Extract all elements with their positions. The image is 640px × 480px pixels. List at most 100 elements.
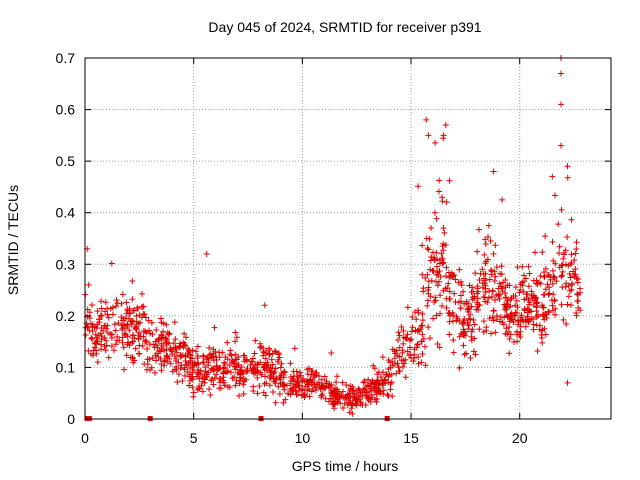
data-point bbox=[108, 334, 115, 341]
data-point bbox=[476, 326, 483, 333]
data-point bbox=[287, 374, 294, 381]
data-point bbox=[426, 335, 433, 342]
chart-title: Day 045 of 2024, SRMTID for receiver p39… bbox=[208, 19, 481, 35]
data-point bbox=[293, 382, 300, 389]
data-point bbox=[482, 270, 489, 277]
data-point bbox=[422, 362, 429, 369]
data-point bbox=[272, 348, 279, 355]
data-point bbox=[308, 368, 315, 375]
data-point bbox=[236, 380, 243, 387]
data-point bbox=[275, 383, 282, 390]
data-point bbox=[451, 290, 458, 297]
data-point bbox=[240, 381, 247, 388]
data-point bbox=[141, 311, 148, 318]
data-point bbox=[182, 342, 189, 349]
data-point bbox=[296, 369, 303, 376]
data-point bbox=[452, 299, 459, 306]
data-point bbox=[380, 390, 387, 397]
data-point bbox=[401, 360, 408, 367]
data-point bbox=[573, 246, 580, 253]
data-point bbox=[98, 305, 105, 312]
data-point bbox=[89, 336, 96, 343]
data-point bbox=[488, 330, 495, 337]
data-point bbox=[272, 365, 279, 372]
data-point bbox=[189, 347, 196, 354]
data-point bbox=[160, 328, 167, 335]
data-point bbox=[500, 321, 507, 328]
data-point bbox=[533, 303, 540, 310]
data-point bbox=[436, 257, 443, 264]
data-point bbox=[142, 338, 149, 345]
data-point bbox=[558, 206, 565, 213]
data-point bbox=[541, 269, 548, 276]
data-point bbox=[497, 270, 504, 277]
data-point bbox=[334, 398, 341, 405]
data-point bbox=[98, 333, 105, 340]
data-point bbox=[363, 389, 370, 396]
data-point bbox=[224, 339, 231, 346]
data-point bbox=[442, 122, 449, 129]
data-point bbox=[184, 345, 191, 352]
data-point bbox=[277, 364, 284, 371]
data-point bbox=[187, 359, 194, 366]
data-point bbox=[226, 384, 233, 391]
data-point bbox=[260, 352, 267, 359]
data-point bbox=[304, 366, 311, 373]
data-point bbox=[457, 292, 464, 299]
data-point bbox=[343, 382, 350, 389]
data-point bbox=[436, 344, 443, 351]
data-point bbox=[532, 295, 539, 302]
data-point bbox=[503, 325, 510, 332]
y-tick-labels: 0 0.1 0.2 0.3 0.4 0.5 0.6 0.7 bbox=[56, 50, 76, 427]
data-point bbox=[133, 318, 140, 325]
data-point bbox=[470, 288, 477, 295]
data-point bbox=[456, 333, 463, 340]
y-tick-label: 0.6 bbox=[56, 102, 76, 118]
data-point bbox=[232, 329, 239, 336]
data-point bbox=[450, 349, 457, 356]
data-point bbox=[257, 344, 264, 351]
data-point bbox=[203, 250, 210, 257]
data-point bbox=[96, 316, 103, 323]
data-point bbox=[406, 352, 413, 359]
data-point bbox=[435, 188, 442, 195]
data-point bbox=[165, 340, 172, 347]
data-point bbox=[522, 323, 529, 330]
data-point bbox=[126, 310, 133, 317]
data-point bbox=[541, 325, 548, 332]
data-point bbox=[570, 268, 577, 275]
data-point bbox=[459, 320, 466, 327]
data-point bbox=[346, 409, 353, 416]
data-point bbox=[386, 371, 393, 378]
data-point bbox=[356, 396, 363, 403]
data-point bbox=[503, 306, 510, 313]
data-point bbox=[290, 373, 297, 380]
data-point bbox=[503, 294, 510, 301]
data-point bbox=[148, 319, 155, 326]
data-point bbox=[171, 353, 178, 360]
data-point bbox=[186, 382, 193, 389]
data-point bbox=[268, 356, 275, 363]
data-point bbox=[314, 381, 321, 388]
data-point bbox=[328, 350, 335, 357]
data-point bbox=[121, 366, 128, 373]
data-point bbox=[181, 330, 188, 337]
data-point bbox=[341, 400, 348, 407]
data-point bbox=[549, 238, 556, 245]
data-point bbox=[171, 319, 178, 326]
data-point bbox=[258, 371, 265, 378]
data-point bbox=[565, 293, 572, 300]
data-point bbox=[525, 283, 532, 290]
data-point bbox=[411, 309, 418, 316]
data-point bbox=[485, 222, 492, 229]
data-point bbox=[470, 348, 477, 355]
data-point bbox=[550, 257, 557, 264]
data-point bbox=[474, 283, 481, 290]
data-point bbox=[205, 369, 212, 376]
data-point bbox=[193, 348, 200, 355]
data-point bbox=[369, 377, 376, 384]
data-point bbox=[347, 387, 354, 394]
data-point bbox=[264, 359, 271, 366]
data-point bbox=[399, 363, 406, 370]
data-point bbox=[232, 338, 239, 345]
